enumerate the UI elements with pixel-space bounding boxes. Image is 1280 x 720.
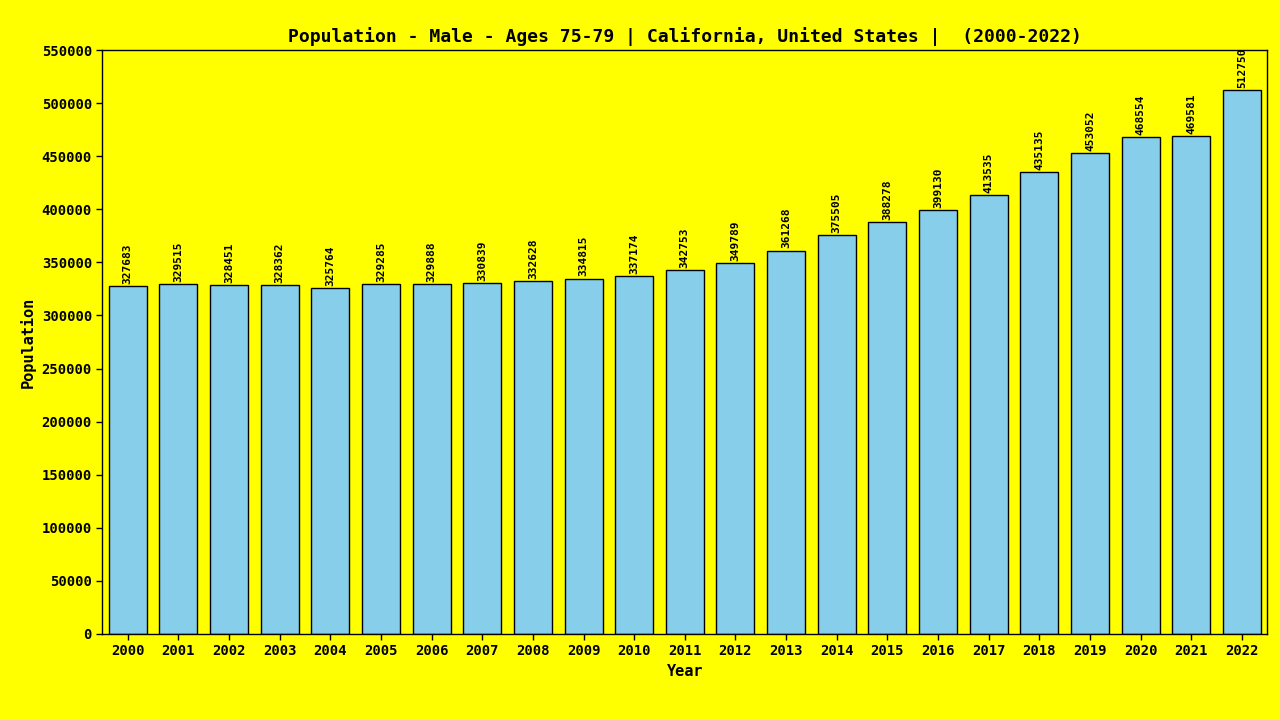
Text: 342753: 342753	[680, 228, 690, 268]
Bar	[210, 285, 248, 634]
Bar	[311, 288, 349, 634]
Bar	[1071, 153, 1108, 634]
Bar	[1172, 135, 1210, 634]
Bar	[919, 210, 957, 634]
Text: 327683: 327683	[123, 243, 133, 284]
Text: 388278: 388278	[882, 179, 892, 220]
Text: 361268: 361268	[781, 208, 791, 248]
Text: 375505: 375505	[832, 193, 842, 233]
Text: 469581: 469581	[1187, 93, 1197, 133]
Text: 413535: 413535	[983, 153, 993, 193]
Bar	[261, 285, 298, 634]
X-axis label: Year: Year	[667, 664, 703, 678]
Bar	[1121, 137, 1160, 634]
Bar	[1222, 90, 1261, 634]
Bar	[616, 276, 653, 634]
Text: 329888: 329888	[426, 241, 436, 282]
Bar	[463, 283, 502, 634]
Text: 399130: 399130	[933, 168, 943, 208]
Text: 435135: 435135	[1034, 130, 1044, 170]
Bar	[717, 263, 754, 634]
Bar	[109, 286, 147, 634]
Bar	[513, 281, 552, 634]
Bar	[362, 284, 399, 634]
Text: 329515: 329515	[173, 242, 183, 282]
Text: 325764: 325764	[325, 246, 335, 286]
Text: 329285: 329285	[376, 242, 387, 282]
Text: 453052: 453052	[1085, 111, 1094, 151]
Bar	[564, 279, 603, 634]
Bar	[818, 235, 856, 634]
Text: 328451: 328451	[224, 243, 234, 283]
Text: 334815: 334815	[579, 236, 589, 276]
Text: 512750: 512750	[1236, 48, 1247, 88]
Bar	[412, 284, 451, 634]
Y-axis label: Population: Population	[20, 297, 36, 387]
Bar	[868, 222, 906, 634]
Bar	[767, 251, 805, 634]
Bar	[1020, 172, 1059, 634]
Text: 332628: 332628	[527, 238, 538, 279]
Title: Population - Male - Ages 75-79 | California, United States |  (2000-2022): Population - Male - Ages 75-79 | Califor…	[288, 27, 1082, 46]
Text: 349789: 349789	[731, 220, 740, 261]
Text: 468554: 468554	[1135, 94, 1146, 135]
Bar	[666, 270, 704, 634]
Text: 330839: 330839	[477, 240, 488, 281]
Bar	[160, 284, 197, 634]
Text: 337174: 337174	[630, 233, 639, 274]
Bar	[970, 195, 1007, 634]
Text: 328362: 328362	[275, 243, 284, 283]
